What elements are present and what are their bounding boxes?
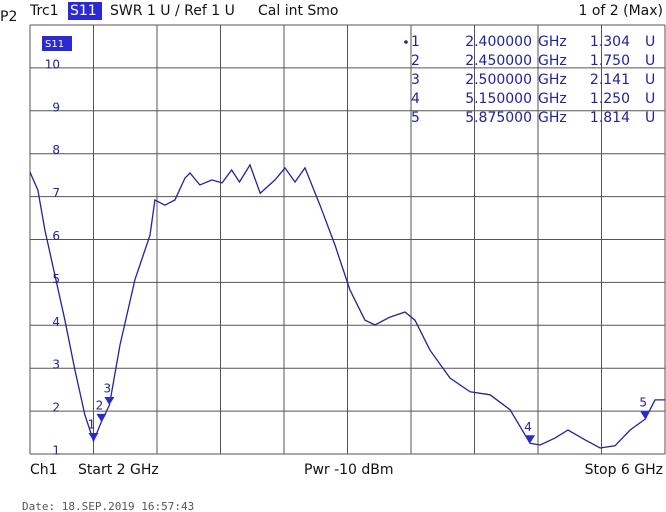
marker-table-name: 3	[411, 72, 420, 88]
stop-label: Stop 6 GHz	[585, 462, 663, 478]
y-tick-label: 2	[52, 401, 60, 415]
port-label: P2	[0, 9, 17, 25]
y-tick-label: 6	[52, 229, 60, 243]
y-tick-label: 7	[52, 186, 60, 200]
y-tick-label: 10	[45, 57, 60, 71]
marker-table-freq: 2.400000	[465, 34, 532, 50]
cal-label: Cal int Smo	[258, 3, 339, 19]
marker-table-unit: U	[645, 53, 655, 69]
marker-table-unit: U	[645, 91, 655, 107]
trace-label: Trc1	[29, 3, 59, 19]
marker-table-value: 1.814	[590, 110, 630, 126]
marker-number: 5	[639, 396, 647, 410]
marker-table-name: 5	[411, 110, 420, 126]
marker-table-name: 1	[411, 34, 420, 50]
marker-table-value: 2.141	[590, 72, 630, 88]
marker-triangle	[88, 432, 99, 441]
y-tick-label: 3	[52, 358, 60, 372]
marker-table-unit: U	[645, 110, 655, 126]
marker-triangle	[96, 413, 107, 422]
marker-table-freq: 2.450000	[465, 53, 532, 69]
marker-table-value: 1.250	[590, 91, 630, 107]
marker-table-freq: 2.500000	[465, 72, 532, 88]
marker-triangle	[640, 411, 651, 420]
marker-table-freq-unit: GHz	[538, 53, 567, 69]
marker-table-name: 4	[411, 91, 420, 107]
marker-table-name: 2	[411, 53, 420, 69]
marker-table-value: 1.304	[590, 34, 630, 50]
marker-triangle	[525, 435, 536, 444]
power-label: Pwr -10 dBm	[304, 462, 394, 478]
page-label: 1 of 2 (Max)	[578, 3, 663, 19]
y-tick-label: 1	[52, 444, 60, 458]
start-label: Start 2 GHz	[78, 462, 159, 478]
y-tick-label: 8	[52, 143, 60, 157]
marker-number: 1	[88, 417, 96, 431]
marker-table-freq-unit: GHz	[538, 110, 567, 126]
marker-table-freq: 5.875000	[465, 110, 532, 126]
active-marker-dot	[404, 40, 408, 44]
date-stamp: Date: 18.SEP.2019 16:57:43	[22, 500, 194, 512]
param-highlight	[68, 2, 102, 20]
marker-number: 4	[524, 420, 532, 434]
y-tick-label: 4	[52, 315, 60, 329]
legend-box	[42, 36, 72, 51]
param-label: S11	[70, 3, 97, 19]
marker-table-freq-unit: GHz	[538, 34, 567, 50]
marker-triangle	[104, 397, 115, 406]
marker-table-unit: U	[645, 34, 655, 50]
format-label: SWR 1 U / Ref 1 U	[110, 3, 235, 19]
marker-table-freq: 5.150000	[465, 91, 532, 107]
marker-table-freq-unit: GHz	[538, 72, 567, 88]
legend-label: S11	[45, 39, 64, 50]
marker-table-value: 1.750	[590, 53, 630, 69]
marker-number: 3	[104, 382, 112, 396]
channel-label: Ch1	[30, 462, 58, 478]
trace-line	[29, 163, 665, 449]
marker-number: 2	[96, 398, 104, 412]
marker-table-freq-unit: GHz	[538, 91, 567, 107]
marker-table-unit: U	[645, 72, 655, 88]
y-tick-label: 9	[52, 100, 60, 114]
